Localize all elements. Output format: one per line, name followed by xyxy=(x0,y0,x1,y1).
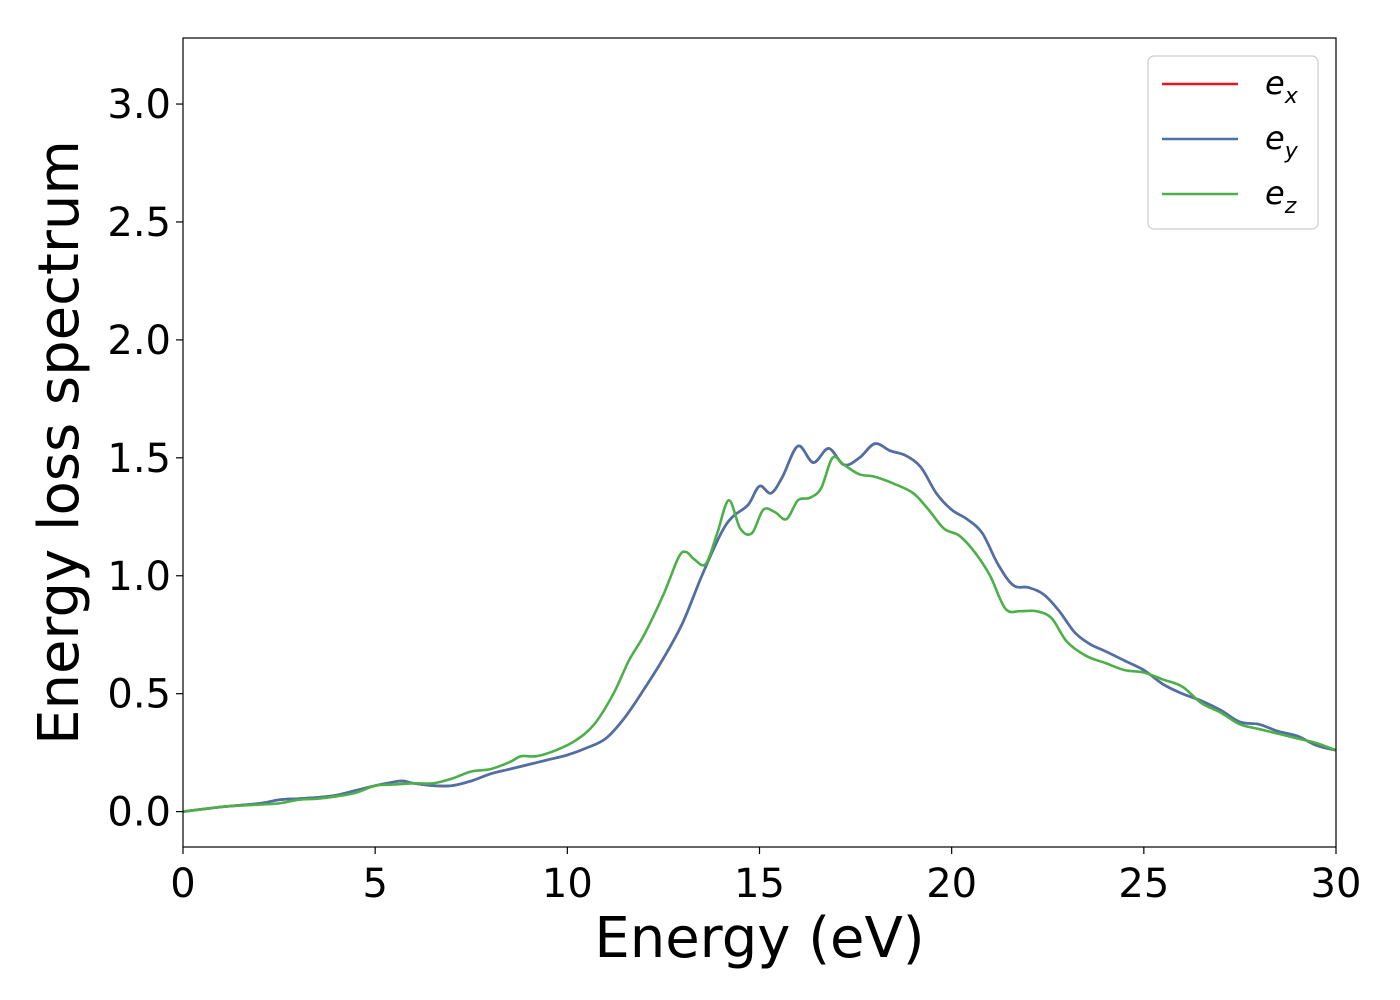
y-tick-label: 1.0 xyxy=(107,554,171,600)
y-tick-label: 2.5 xyxy=(107,200,171,246)
legend-label-x: ex xyxy=(1265,64,1299,109)
legend-label-y: ey xyxy=(1265,119,1299,164)
x-tick-label: 0 xyxy=(170,861,195,907)
legend-label-z: ez xyxy=(1265,174,1297,219)
plot-background xyxy=(183,38,1336,847)
y-tick-label: 2.0 xyxy=(107,318,171,364)
x-tick-label: 15 xyxy=(734,861,785,907)
x-tick-label: 10 xyxy=(542,861,593,907)
legend-box xyxy=(1147,55,1319,230)
y-tick-label: 1.5 xyxy=(107,436,171,482)
x-tick-label: 20 xyxy=(926,861,977,907)
y-tick-label: 0.0 xyxy=(107,790,171,836)
x-tick-label: 5 xyxy=(362,861,387,907)
y-axis-ticks: 0.0 0.5 1.0 1.5 2.0 2.5 3.0 xyxy=(107,82,183,836)
y-axis-label: Energy loss spectrum xyxy=(27,140,92,745)
y-tick-label: 3.0 xyxy=(107,82,171,128)
x-tick-label: 30 xyxy=(1311,861,1362,907)
y-tick-label: 0.5 xyxy=(107,672,171,718)
legend: ex ey ez xyxy=(1147,55,1319,230)
x-tick-label: 25 xyxy=(1118,861,1169,907)
x-axis-label: Energy (eV) xyxy=(594,906,924,971)
x-axis-ticks: 0 5 10 15 20 25 30 xyxy=(170,847,1361,907)
series-line-z xyxy=(182,455,1337,813)
series-layer xyxy=(182,442,1337,813)
